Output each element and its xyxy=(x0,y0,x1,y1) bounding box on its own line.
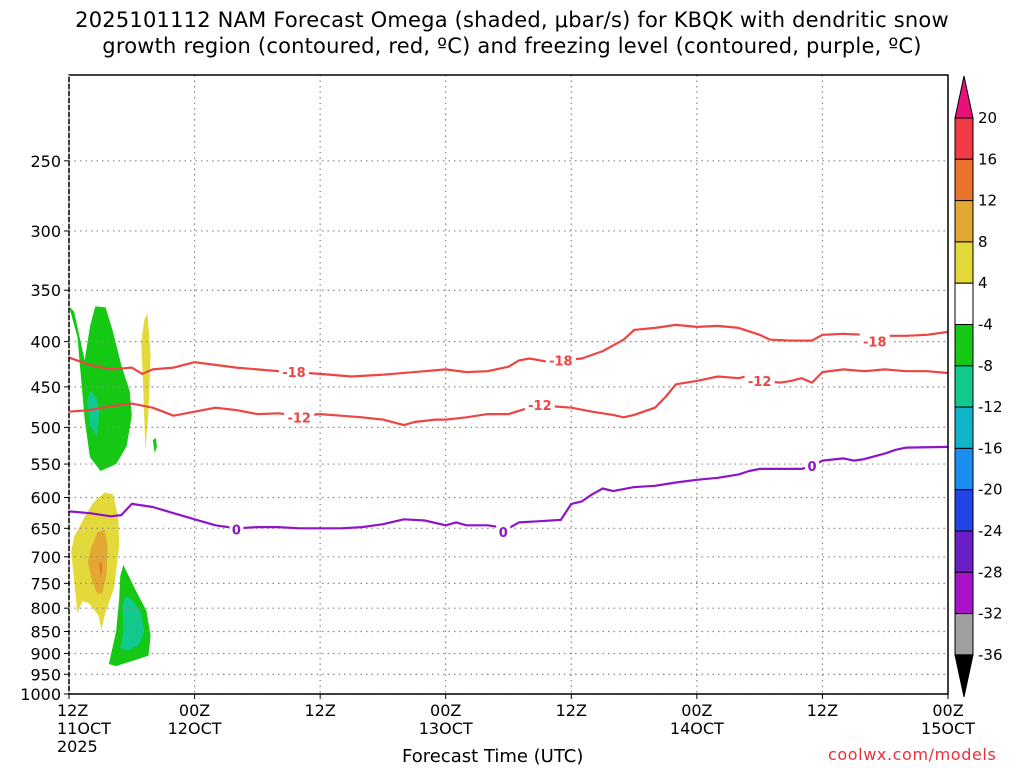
omega-region-8 xyxy=(120,596,145,651)
colorbar-label-2: 12 xyxy=(978,192,997,210)
contour-line-0 xyxy=(68,323,949,378)
colorbar-swatch-4 xyxy=(954,282,974,326)
x-tick-label-0-3: 2025 xyxy=(57,737,98,756)
contour-label-2-2: 0 xyxy=(807,460,816,475)
colorbar-swatch-8 xyxy=(954,447,974,491)
plot-frame xyxy=(68,74,949,695)
y-tick-label-1: 300 xyxy=(30,222,61,241)
contour-label-2-1: 0 xyxy=(499,526,508,541)
colorbar-label-4: 4 xyxy=(978,274,988,292)
contour-label-0-1: -18 xyxy=(549,354,573,369)
colorbar-label-12: -32 xyxy=(978,605,1003,623)
colorbar-top-arrow xyxy=(954,75,974,119)
colorbar-swatch-6 xyxy=(954,365,974,408)
contour-label-bg-0-0 xyxy=(278,364,309,381)
x-tick-label-5-1: 00Z xyxy=(681,701,712,720)
contour-label-1-1: -12 xyxy=(528,399,552,414)
x-tick-label-3-2: 13OCT xyxy=(419,719,473,738)
contour-label-bg-0-2 xyxy=(859,333,890,350)
contour-label-1-0: -12 xyxy=(287,411,311,426)
y-tick-label-5: 500 xyxy=(30,418,61,437)
colorbar-label-13: -36 xyxy=(978,646,1003,664)
omega-region-1 xyxy=(86,391,100,437)
colorbar-label-7: -12 xyxy=(978,398,1003,416)
y-tick-label-12: 850 xyxy=(30,622,61,641)
grid-layer xyxy=(69,75,948,695)
y-tick-label-6: 550 xyxy=(30,455,61,474)
colorbar-bottom-arrow xyxy=(954,654,974,698)
contour-label-0-0: -18 xyxy=(282,366,306,381)
contour-label-bg-0-1 xyxy=(545,352,576,369)
omega-region-6 xyxy=(99,561,102,576)
colorbar-label-10: -24 xyxy=(978,522,1003,540)
y-tick-label-10: 750 xyxy=(30,574,61,593)
x-axis-title: Forecast Time (UTC) xyxy=(402,746,584,767)
colorbar-swatch-11 xyxy=(954,571,974,615)
contour-label-2-0: 0 xyxy=(232,523,241,538)
chart-title-line-1: 2025101112 NAM Forecast Omega (shaded, μ… xyxy=(75,8,949,32)
colorbar-swatch-1 xyxy=(954,158,974,202)
site-credit[interactable]: coolwx.com/models xyxy=(828,745,997,764)
plot-border xyxy=(68,74,949,695)
colorbar-label-9: -20 xyxy=(978,481,1003,499)
y-tick-label-3: 400 xyxy=(30,333,61,352)
colorbar-swatch-2 xyxy=(954,200,974,243)
contour-label-bg-1-1 xyxy=(524,397,555,414)
colorbar-label-0: 20 xyxy=(978,109,997,127)
colorbar-swatch-12 xyxy=(954,613,974,656)
contour-label-bg-2-0 xyxy=(229,521,244,538)
x-tick-label-1-1: 00Z xyxy=(179,701,210,720)
colorbar-label-3: 8 xyxy=(978,233,988,251)
colorbar-swatch-5 xyxy=(954,324,974,367)
y-tick-label-15: 1000 xyxy=(20,685,61,704)
y-axis: 250 300 350 400 450 500 550 600 650 700 750 800 850 9… xyxy=(20,152,69,704)
y-tick-label-4: 450 xyxy=(30,378,61,397)
x-tick-label-4-1: 12Z xyxy=(556,701,587,720)
omega-region-3 xyxy=(141,313,151,450)
colorbar-label-6: -8 xyxy=(978,357,993,375)
y-tick-label-0: 250 xyxy=(30,152,61,171)
contour-label-bg-1-2 xyxy=(744,372,775,389)
omega-region-2 xyxy=(152,438,157,454)
colorbar-swatch-9 xyxy=(954,489,974,532)
x-tick-label-0-1: 12Z xyxy=(57,701,88,720)
x-tick-label-3-1: 00Z xyxy=(430,701,461,720)
colorbar-swatch-0 xyxy=(954,117,974,160)
y-tick-label-11: 800 xyxy=(30,599,61,618)
contour-label-bg-2-2 xyxy=(804,458,819,475)
omega-region-5 xyxy=(87,529,108,594)
x-tick-label-6-1: 12Z xyxy=(807,701,838,720)
colorbar-swatch-7 xyxy=(954,406,974,449)
x-tick-label-2-1: 12Z xyxy=(304,701,335,720)
colorbar-label-1: 16 xyxy=(978,150,997,168)
y-tick-label-9: 700 xyxy=(30,548,61,567)
contour-label-0-2: -18 xyxy=(863,336,887,351)
y-tick-label-8: 650 xyxy=(30,519,61,538)
y-tick-label-14: 950 xyxy=(30,665,61,684)
colorbar-label-8: -16 xyxy=(978,439,1003,457)
x-tick-label-7-2: 15OCT xyxy=(921,719,975,738)
chart-title-line-2: growth region (contoured, red, ºC) and f… xyxy=(102,34,922,58)
y-tick-label-7: 600 xyxy=(30,489,61,508)
colorbar-swatch-3 xyxy=(954,241,974,284)
colorbar-label-11: -28 xyxy=(978,563,1003,581)
colorbar-swatch-10 xyxy=(954,530,974,573)
contour-label-1-2: -12 xyxy=(748,375,772,390)
x-tick-label-1-2: 12OCT xyxy=(168,719,222,738)
omega-region-0 xyxy=(69,306,132,471)
x-tick-label-7-1: 00Z xyxy=(932,701,963,720)
contour-line-1 xyxy=(68,368,949,427)
y-tick-label-13: 900 xyxy=(30,644,61,663)
colorbar-label-5: -4 xyxy=(978,316,993,334)
x-tick-label-5-2: 14OCT xyxy=(670,719,724,738)
contour-label-bg-1-0 xyxy=(284,409,315,426)
y-tick-label-2: 350 xyxy=(30,281,61,300)
contour-layer: -18 -18 -18 -12 -12 -12 0 0 0 xyxy=(68,323,949,541)
x-tick-label-0-2: 11OCT xyxy=(57,719,111,738)
contour-label-bg-2-1 xyxy=(496,523,511,540)
omega-shading-layer xyxy=(69,306,157,667)
omega-colorbar: 20 16 12 8 4 -4 -8 -12 -16 -20 -24 -28 -32 -36 xyxy=(954,75,1003,698)
